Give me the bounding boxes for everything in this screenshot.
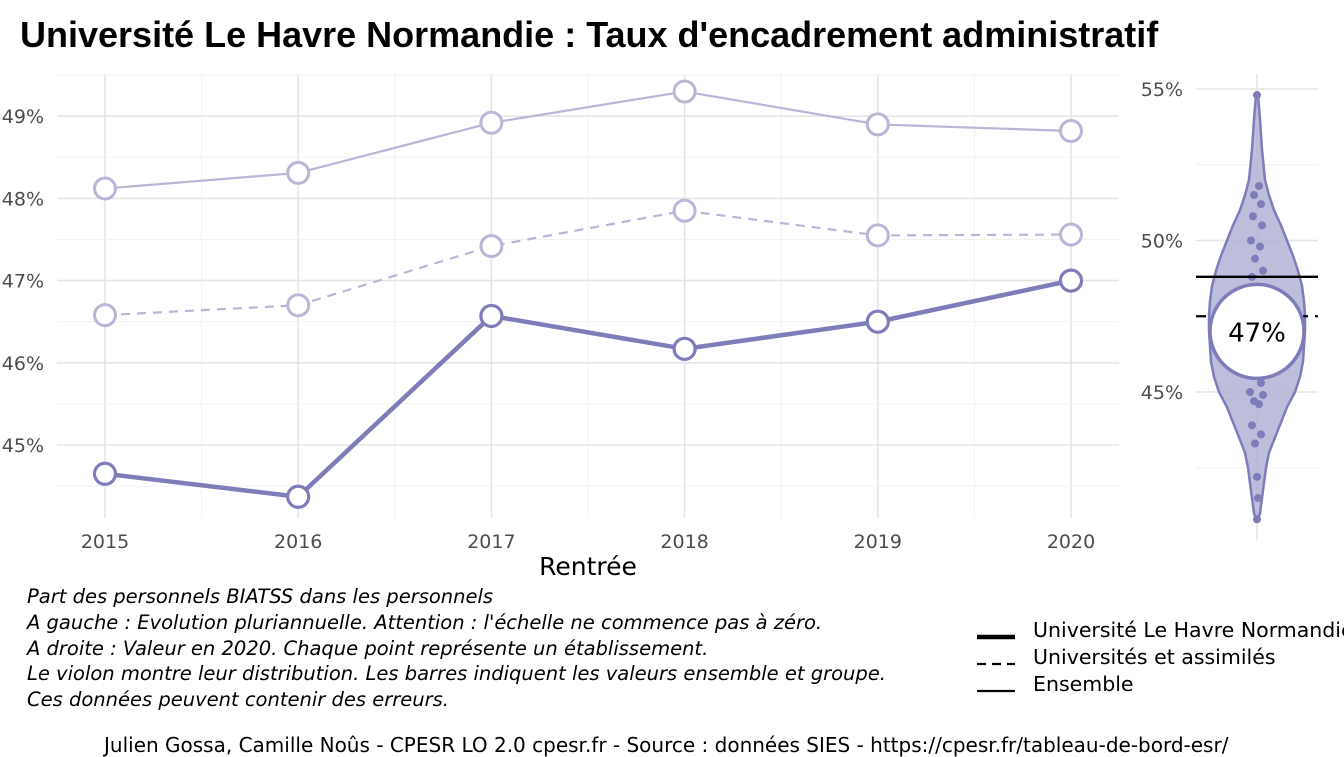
series-point <box>92 461 118 486</box>
violin-point <box>1254 494 1262 503</box>
violin-point <box>1251 254 1259 263</box>
violin-point <box>1247 236 1255 245</box>
line-chart-ticks: 45% 46% 47% 48% 49% 2015 2016 2017 2018 2019 2020 <box>2 106 1095 553</box>
violin-point <box>1249 212 1257 221</box>
violin-point <box>1255 181 1263 190</box>
series-line <box>104 90 1072 190</box>
legend-label: Université Le Havre Normandie <box>1033 617 1344 642</box>
violin-point <box>1257 200 1265 209</box>
y-tick-label: 49% <box>2 106 44 128</box>
x-tick-label: 2018 <box>660 531 708 553</box>
legend-item-universities: Universités et assimilés <box>977 643 1344 670</box>
line-chart-grid <box>57 74 1119 518</box>
series-point <box>1058 268 1084 293</box>
value-bubble <box>1208 282 1306 381</box>
x-tick-label: 2015 <box>81 531 129 553</box>
note-line: Part des personnels BIATSS dans les pers… <box>27 585 494 608</box>
y-tick-label: 48% <box>2 188 44 210</box>
legend-key-dashed <box>977 651 1015 665</box>
violin-point <box>1257 430 1265 439</box>
violin-point <box>1248 421 1256 430</box>
violin-point <box>1253 472 1261 481</box>
legend-item-university: Université Le Havre Normandie <box>977 616 1344 643</box>
y-tick-label: 46% <box>2 353 44 375</box>
y-tick-label: 45% <box>2 435 44 457</box>
value-bubble-label: 47% <box>1228 318 1286 348</box>
legend: Université Le Havre Normandie Université… <box>977 616 1344 697</box>
violin-y-tick-label: 55% <box>1141 79 1183 101</box>
violin-y-tick-label: 45% <box>1141 382 1183 404</box>
violin-point <box>1256 242 1264 251</box>
violin-point <box>1253 91 1261 100</box>
series-point <box>479 234 504 259</box>
legend-item-ensemble: Ensemble <box>977 670 1344 697</box>
legend-key-thick <box>977 624 1015 639</box>
series-point <box>1059 118 1083 143</box>
series-point <box>479 110 504 135</box>
source-caption: Julien Gossa, Camille Noûs - CPESR LO 2.… <box>104 733 1229 757</box>
chart-title: Université Le Havre Normandie : Taux d'e… <box>20 14 1159 55</box>
violin-point <box>1250 191 1258 200</box>
x-tick-label: 2016 <box>274 531 322 553</box>
line-chart-series <box>92 79 1084 509</box>
violin-point <box>1257 378 1265 387</box>
violin-point <box>1251 439 1259 448</box>
series-point <box>286 484 311 509</box>
series-point <box>672 198 697 223</box>
series-point <box>865 223 890 248</box>
note-line: A gauche : Evolution pluriannuelle. Atte… <box>27 610 823 634</box>
series-line <box>104 209 1072 317</box>
series-point <box>93 176 117 201</box>
series-line <box>104 278 1072 500</box>
series-point <box>286 293 311 318</box>
y-tick-label: 47% <box>2 271 44 293</box>
violin-point <box>1253 515 1261 524</box>
note-line: A droite : Valeur en 2020. Chaque point … <box>27 636 709 660</box>
violin-point <box>1259 266 1267 275</box>
notes-block: Part des personnels BIATSS dans les pers… <box>27 584 886 713</box>
series-point <box>672 79 697 104</box>
x-tick-label: 2019 <box>854 531 902 553</box>
violin-point <box>1259 391 1267 400</box>
series-point <box>479 303 504 329</box>
series-point <box>1059 222 1083 247</box>
series-point <box>286 160 311 185</box>
legend-label: Universités et assimilés <box>1033 644 1276 669</box>
violin-y-tick-label: 50% <box>1141 231 1183 253</box>
violin-point <box>1246 388 1254 396</box>
violin-point <box>1258 221 1266 230</box>
series-point <box>865 112 890 137</box>
x-axis-label: Rentrée <box>539 552 637 581</box>
legend-label: Ensemble <box>1033 671 1134 696</box>
series-point <box>93 303 117 328</box>
violin-plot: 47% <box>1196 91 1318 524</box>
note-line: Ces données peuvent contenir des erreurs… <box>27 688 449 712</box>
x-tick-label: 2017 <box>467 531 515 553</box>
legend-key-thin <box>977 678 1015 692</box>
violin-point <box>1255 400 1263 409</box>
series-point <box>865 309 890 334</box>
note-line: Le violon montre leur distribution. Les … <box>27 662 886 686</box>
x-tick-label: 2020 <box>1047 531 1095 553</box>
series-point <box>672 336 697 361</box>
